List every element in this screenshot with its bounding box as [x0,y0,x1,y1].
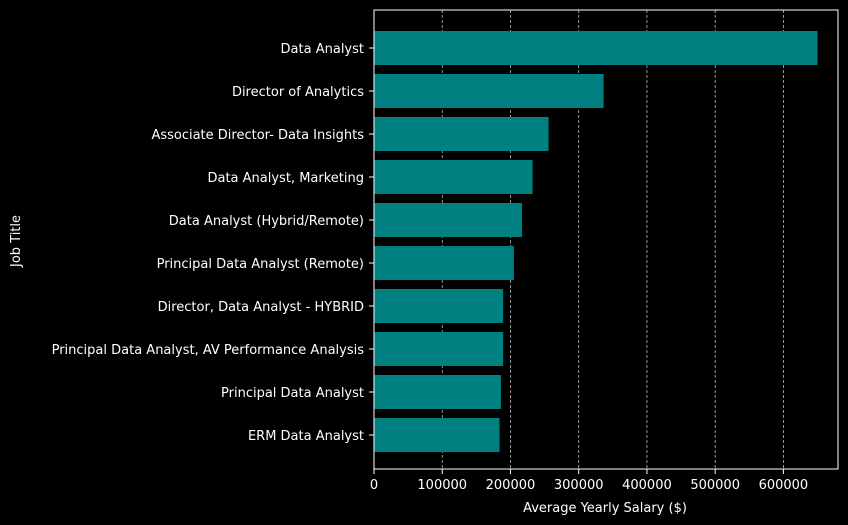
x-axis: 0 100000 200000 300000 400000 500000 600000 [370,469,808,493]
y-axis: Data Analyst Director of Analytics Associa… [52,42,374,444]
bar [374,203,523,237]
bar [374,160,533,194]
y-tick-label: Data Analyst, Marketing [207,171,364,186]
y-tick-label: Principal Data Analyst [221,386,364,401]
y-tick-label: ERM Data Analyst [248,429,364,444]
y-tick-label: Director of Analytics [232,85,364,100]
x-tick-label: 200000 [486,478,536,493]
bar [374,289,504,323]
y-tick-label: Principal Data Analyst (Remote) [157,257,364,272]
x-tick-label: 600000 [759,478,809,493]
y-tick-label: Data Analyst [281,42,364,57]
bar [374,375,501,409]
x-tick-label: 400000 [622,478,672,493]
y-tick-label: Principal Data Analyst, AV Performance A… [52,343,365,358]
y-tick-label: Associate Director- Data Insights [151,128,364,143]
bar [374,31,818,65]
y-tick-label: Data Analyst (Hybrid/Remote) [169,214,364,229]
bar [374,74,604,108]
bar [374,246,514,280]
plot-frame [373,9,839,470]
bar [374,117,549,151]
x-tick-label: 100000 [417,478,467,493]
x-tick-label: 0 [370,478,378,493]
bars [374,31,818,452]
y-axis-title: Job Title [9,215,24,268]
y-tick-label: Director, Data Analyst - HYBRID [158,300,364,315]
bar [374,332,504,366]
x-tick-label: 500000 [690,478,740,493]
x-axis-title: Average Yearly Salary ($) [523,501,687,516]
bar [374,418,500,452]
x-tick-label: 300000 [554,478,604,493]
